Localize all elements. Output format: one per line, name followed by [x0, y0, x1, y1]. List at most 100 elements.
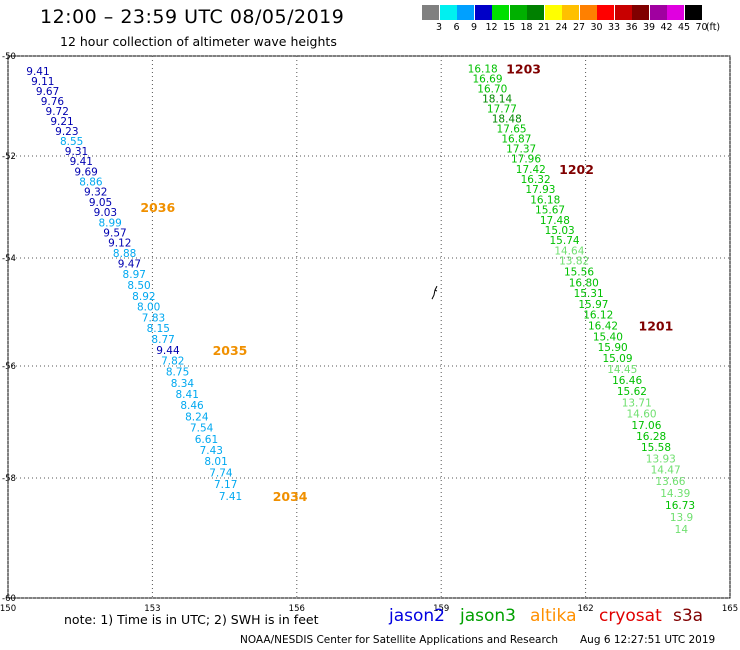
legend-label: 3	[435, 22, 443, 33]
wave-height-reading: 9.47	[118, 258, 141, 270]
wave-height-reading: 15.62	[617, 386, 647, 398]
time-marker: 2035	[213, 343, 248, 358]
wave-height-reading: 9.76	[41, 96, 65, 108]
wave-height-reading: 15.03	[545, 225, 575, 237]
wave-height-reading: 16.70	[477, 84, 507, 96]
time-marker: 1203	[506, 62, 541, 77]
wave-height-reading: 14.60	[627, 409, 657, 421]
wave-height-reading: 8.86	[79, 177, 103, 189]
legend-swatch	[509, 5, 527, 20]
island-outline	[431, 285, 438, 300]
wave-height-reading: 17.93	[525, 184, 555, 196]
satellite-label-jason3: jason3	[460, 606, 516, 626]
wave-height-reading: 17.65	[497, 124, 527, 136]
wave-height-reading: 13.9	[670, 512, 693, 524]
satellite-label-cryosat: cryosat	[599, 606, 662, 626]
legend-swatch	[649, 5, 667, 20]
legend-label: 27	[572, 22, 586, 33]
wave-height-reading: 15.90	[598, 342, 628, 354]
wave-height-reading: 18.48	[492, 114, 522, 126]
legend-label: 42	[660, 22, 673, 33]
wave-height-legend: 3 6 9 12 15 18 21 24 27 30 33 36 39 42 45 70 (ft)	[422, 5, 728, 35]
legend-swatch	[474, 5, 492, 20]
wave-height-reading: 15.56	[564, 267, 594, 279]
wave-height-reading: 17.37	[506, 144, 536, 156]
legend-swatch	[492, 5, 509, 20]
legend-swatch	[667, 5, 684, 20]
lon-tick-label: 156	[289, 604, 305, 614]
wave-height-reading: 14.39	[660, 488, 690, 500]
wave-height-reading: 13.66	[655, 476, 685, 488]
wave-height-reading: 7.74	[209, 467, 233, 479]
legend-label: 24	[555, 22, 568, 33]
wave-height-reading: 9.21	[50, 116, 73, 128]
satellite-label-altika: altika	[530, 606, 577, 626]
wave-height-reading: 8.75	[166, 367, 189, 379]
wave-height-reading: 8.55	[60, 136, 83, 148]
legend-label: 30	[590, 22, 603, 33]
wave-height-reading: 9.41	[26, 66, 49, 78]
wave-height-reading: 14.47	[651, 465, 681, 477]
wave-height-reading: 8.00	[137, 302, 160, 314]
lat-tick-label: -50	[2, 52, 16, 62]
wave-height-reading: 8.77	[151, 334, 174, 346]
wave-height-reading: 15.97	[578, 299, 608, 311]
wave-height-reading: 16.18	[468, 64, 498, 76]
wave-height-reading: 8.92	[132, 291, 155, 303]
legend-unit: (ft)	[705, 22, 721, 33]
legend-swatch	[684, 5, 702, 20]
wave-height-reading: 7.41	[219, 491, 242, 503]
legend-label: 18	[520, 22, 533, 33]
time-marker: 1201	[639, 319, 674, 334]
legend-label: 21	[537, 22, 551, 33]
lon-tick-label: 165	[722, 604, 738, 614]
page-subtitle: 12 hour collection of altimeter wave hei…	[60, 34, 337, 49]
wave-height-reading: 15.40	[593, 331, 623, 343]
wave-height-reading: 13.93	[646, 453, 676, 465]
page-title: 12:00 – 23:59 UTC 08/05/2019	[40, 6, 345, 28]
legend-swatch	[597, 5, 614, 20]
time-marker: 2036	[140, 200, 175, 215]
wave-height-reading: 17.42	[516, 164, 546, 176]
wave-height-reading: 8.97	[123, 269, 146, 281]
wave-height-reading: 9.32	[84, 187, 107, 199]
wave-height-reading: 9.72	[46, 106, 69, 118]
time-marker: 2034	[273, 489, 308, 504]
wave-height-reading: 13.82	[559, 256, 589, 268]
wave-height-reading: 8.41	[176, 389, 199, 401]
lon-tick-label: 150	[0, 604, 16, 614]
wave-height-reading: 8.34	[171, 378, 195, 390]
legend-swatch	[527, 5, 544, 20]
wave-height-reading: 6.61	[195, 434, 218, 446]
wave-height-reading: 13.71	[622, 397, 652, 409]
wave-height-reading: 14.45	[607, 364, 637, 376]
wave-height-reading: 17.06	[631, 420, 661, 432]
lon-tick-label: 162	[577, 604, 593, 614]
legend-swatch	[422, 5, 439, 20]
wave-height-reading: 15.58	[641, 442, 671, 454]
satellite-label-jason2: jason2	[389, 606, 445, 626]
legend-label: 12	[485, 22, 498, 33]
legend-label: 9	[470, 22, 478, 33]
wave-height-reading: 16.87	[501, 134, 531, 146]
wave-height-reading: 9.67	[36, 86, 59, 98]
wave-height-reading: 9.31	[65, 146, 88, 158]
wave-height-reading: 7.83	[142, 312, 165, 324]
wave-height-reading: 9.05	[89, 197, 112, 209]
lat-tick-label: -54	[2, 254, 16, 264]
legend-swatch	[632, 5, 649, 20]
legend-label: 6	[453, 22, 460, 33]
wave-height-reading: 16.80	[569, 277, 599, 289]
legend-label: 33	[607, 22, 621, 33]
wave-height-reading: 8.15	[147, 323, 170, 335]
wave-height-reading: 16.18	[530, 194, 560, 206]
wave-height-reading: 8.24	[185, 411, 209, 423]
lat-tick-label: -52	[2, 152, 16, 162]
footer-note: note: 1) Time is in UTC; 2) SWH is in fe…	[64, 612, 319, 627]
legend-swatch	[457, 5, 474, 20]
wave-height-reading: 14	[675, 524, 689, 536]
wave-height-reading: 16.32	[521, 174, 551, 186]
credit-line: NOAA/NESDIS Center for Satellite Applica…	[240, 634, 558, 646]
